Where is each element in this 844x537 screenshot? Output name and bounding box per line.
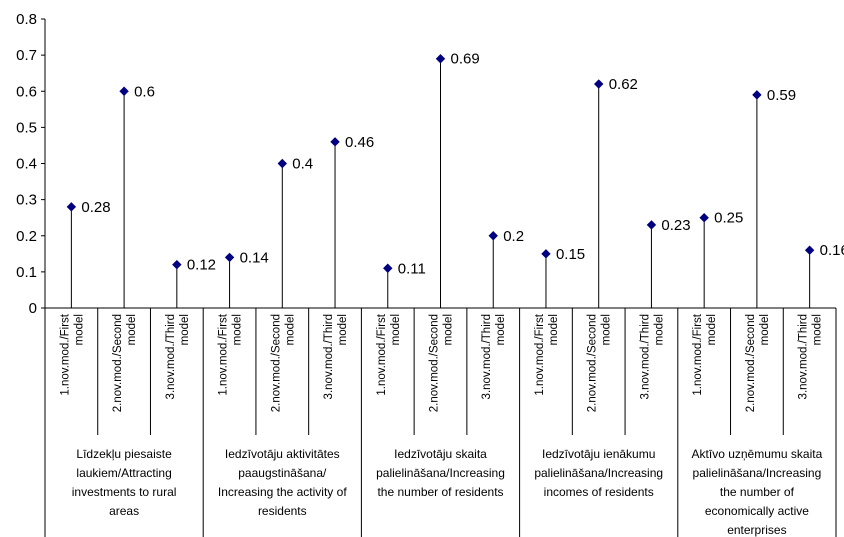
category-label: model	[548, 314, 560, 345]
category-label: model	[812, 314, 824, 345]
group-label: paaugstināšana/	[238, 466, 327, 480]
group-label: the number of residents	[377, 485, 503, 499]
data-point	[752, 90, 762, 100]
category-label: model	[601, 314, 613, 345]
data-point	[541, 249, 551, 259]
data-label: 0.15	[556, 246, 585, 263]
group-label: Iedzīvotāju skaita	[394, 447, 487, 461]
data-point	[330, 137, 340, 147]
data-point	[488, 231, 498, 241]
group-label: Līdzekļu piesaiste	[76, 447, 172, 461]
y-tick-label: 0.8	[16, 11, 37, 28]
y-tick-label: 0.4	[16, 156, 37, 173]
stems	[70, 58, 811, 308]
category-label: 3.nov.mod./Third	[323, 314, 335, 399]
data-point	[119, 86, 129, 96]
y-tick-label: 0.6	[16, 83, 37, 100]
data-label: 0.28	[81, 199, 110, 216]
group-label: residents	[258, 504, 307, 518]
data-point	[277, 158, 288, 169]
group-label: Iedzīvotāju aktivitātes	[225, 447, 340, 461]
y-tick-label: 0.1	[16, 264, 37, 281]
category-label: model	[443, 314, 455, 345]
group-label: laukiem/Attracting	[76, 466, 171, 480]
y-tick-label: 0	[29, 300, 37, 317]
group-label: areas	[109, 504, 139, 518]
group-label: the number of	[720, 485, 795, 499]
y-tick-label: 0.5	[16, 119, 37, 136]
category-label: model	[706, 314, 718, 345]
data-label: 0.69	[451, 51, 480, 68]
data-label: 0.4	[292, 156, 313, 173]
data-label: 0.25	[714, 210, 743, 227]
group-label: Increasing the activity of	[218, 485, 347, 499]
category-label: 1.nov.mod./First	[59, 313, 71, 395]
data-point	[383, 263, 393, 273]
data-label: 0.62	[609, 76, 638, 93]
category-label: 1.nov.mod./First	[376, 313, 388, 395]
data-point	[699, 212, 709, 223]
data-labels: 0.28 0.6 0.12 0.14 0.4 0.46 0.11 0.69 0.2 0.15 0.6…	[81, 51, 844, 278]
category-label: model	[495, 314, 507, 345]
data-point	[435, 54, 446, 64]
group-label: palielināšana/Increasing	[534, 466, 663, 480]
category-label: model	[337, 314, 349, 345]
data-label: 0.2	[503, 228, 524, 245]
category-label: 2.nov.mod./Second	[270, 314, 282, 412]
data-point	[224, 252, 235, 263]
group-label: incomes of residents	[544, 485, 654, 499]
category-label: model	[653, 314, 665, 345]
category-label: 3.nov.mod./Third	[798, 314, 810, 399]
category-label: model	[284, 314, 296, 345]
category-label: 3.nov.mod./Third	[165, 314, 177, 399]
category-label: 2.nov.mod./Second	[745, 314, 757, 412]
data-label: 0.11	[398, 260, 426, 277]
data-point	[646, 220, 657, 230]
data-label: 0.16	[820, 242, 844, 259]
data-label: 0.14	[240, 249, 269, 266]
data-label: 0.23	[661, 217, 690, 234]
group-label: investments to rural	[72, 485, 177, 499]
category-label: model	[179, 314, 191, 345]
group-label: palielināšana/Increasing	[693, 466, 822, 480]
group-labels: Līdzekļu piesaiste laukiem/Attracting inve…	[72, 447, 823, 537]
group-label: Iedzīvotāju ienākumu	[542, 447, 655, 461]
y-axis: 0 0.1 0.2 0.3 0.4 0.5 0.6 0.7 0.8	[16, 11, 46, 317]
data-point	[804, 245, 815, 255]
data-point	[172, 259, 182, 270]
group-label: Aktīvo uzņēmumu skaita	[692, 447, 823, 461]
category-label: 3.nov.mod./Third	[481, 314, 493, 399]
category-labels: 1.nov.mod./First model 2.nov.mod./Second mo…	[59, 313, 823, 412]
y-tick-label: 0.7	[16, 47, 37, 64]
y-tick-label: 0.2	[16, 228, 37, 245]
category-label: model	[126, 314, 138, 345]
category-label: model	[390, 314, 402, 345]
data-point	[66, 202, 77, 212]
category-label: 3.nov.mod./Third	[639, 314, 651, 399]
group-label: palielināšana/Increasing	[376, 466, 505, 480]
category-label: model	[759, 314, 771, 345]
markers	[66, 54, 815, 273]
category-label: 2.nov.mod./Second	[112, 314, 124, 412]
data-point	[593, 79, 604, 89]
category-label: model	[73, 314, 85, 345]
category-label: 2.nov.mod./Second	[587, 314, 599, 412]
data-label: 0.46	[345, 134, 374, 151]
y-tick-label: 0.3	[16, 192, 37, 209]
category-label: 2.nov.mod./Second	[429, 314, 441, 412]
data-label: 0.12	[187, 257, 216, 274]
category-label: 1.nov.mod./First	[218, 313, 230, 395]
category-label: 1.nov.mod./First	[692, 313, 704, 395]
group-label: economically active	[705, 504, 809, 518]
category-label: 1.nov.mod./First	[534, 313, 546, 395]
data-label: 0.6	[134, 83, 155, 100]
data-label: 0.59	[767, 87, 796, 104]
group-label: enterprises	[727, 523, 786, 537]
category-label: model	[232, 314, 244, 345]
